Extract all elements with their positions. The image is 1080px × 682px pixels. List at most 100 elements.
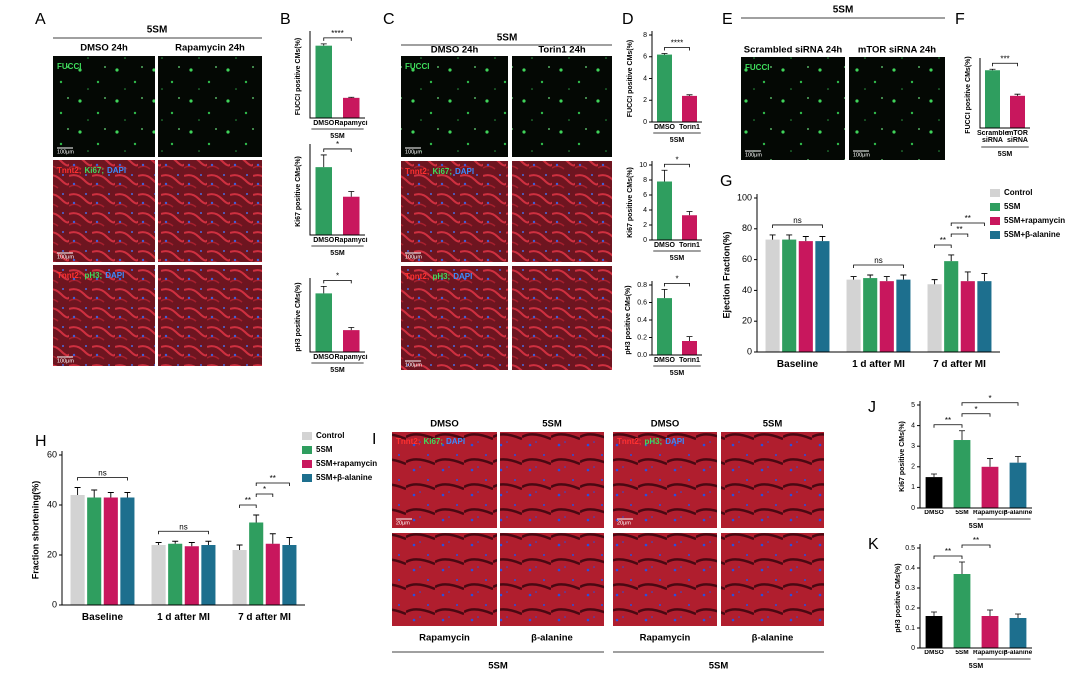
error-bar — [931, 279, 938, 285]
y-tick-label: 20 — [47, 549, 57, 559]
legend-swatch — [302, 474, 312, 482]
micrograph — [500, 432, 604, 528]
bar — [315, 45, 332, 118]
stain-name: pH3; — [644, 437, 662, 446]
category-label: 5SM — [955, 510, 969, 516]
error-bar — [802, 236, 809, 242]
scale-bar-label: 100μm — [405, 149, 422, 155]
scale-bar-label: 100μm — [57, 358, 74, 364]
error-bar — [661, 288, 668, 299]
bar — [265, 543, 280, 605]
significance-bracket — [961, 402, 1019, 406]
stain-label: Tnnt2; Ki67; DAPI — [57, 166, 126, 175]
scale-bar-label: 100μm — [853, 152, 870, 158]
bar — [953, 574, 971, 648]
bar — [925, 477, 943, 508]
group-label: 5SM — [670, 370, 685, 377]
stain-label: Tnnt2; Ki67; DAPI — [405, 167, 474, 176]
y-tick-label: 0.3 — [905, 585, 915, 592]
stain-name: DAPI — [105, 271, 124, 280]
bar — [343, 330, 360, 352]
column-footer: Rapamycin — [419, 633, 470, 644]
significance-label: * — [675, 274, 678, 283]
error-bar — [286, 537, 293, 545]
column-header: DMSO 24h — [431, 45, 479, 56]
significance-bracket — [323, 148, 352, 152]
stain-name: Tnnt2; — [405, 167, 429, 176]
column-header: mTOR siRNA 24h — [858, 45, 936, 56]
legend-label: 5SM — [316, 445, 333, 454]
error-bar — [348, 191, 355, 197]
bar — [232, 550, 247, 605]
error-bar — [320, 285, 327, 294]
y-axis-title: pH3 positive CMs(%) — [625, 285, 632, 354]
micrograph — [741, 57, 845, 160]
micrograph — [53, 56, 155, 157]
y-tick-label: 0.0 — [637, 352, 647, 359]
scale-bar-label: 20μm — [396, 520, 410, 526]
stain-name: FUCCI — [745, 63, 769, 72]
legend-swatch — [990, 203, 1000, 211]
legend-label: 5SM+β-alanine — [316, 473, 373, 482]
significance-bracket — [933, 555, 963, 559]
y-axis-title: FUCCI positive CMs(%) — [627, 40, 634, 117]
column-header: DMSO — [651, 419, 680, 430]
error-bar — [253, 514, 260, 523]
bar — [103, 497, 118, 605]
micrograph — [53, 160, 155, 262]
significance-label: * — [263, 485, 266, 494]
micrograph — [849, 57, 945, 160]
micrograph — [512, 56, 612, 157]
error-bar — [188, 542, 195, 547]
significance-bracket — [992, 62, 1018, 67]
y-tick-label: 0.1 — [905, 625, 915, 632]
bar — [960, 281, 975, 352]
bar — [977, 281, 992, 352]
y-tick-label: 0.2 — [637, 334, 647, 341]
legend-label: 5SM — [1004, 202, 1021, 211]
error-bar — [769, 234, 776, 240]
group-label: 5SM — [670, 137, 685, 144]
significance-bracket — [933, 424, 963, 428]
significance-label: ** — [270, 474, 276, 483]
y-axis-title: pH3 positive CMs(%) — [295, 282, 302, 351]
y-tick-label: 0 — [52, 599, 57, 609]
category-label: mTOR siRNA — [1006, 130, 1028, 145]
category-label-box: Scrambled siRNA — [977, 130, 1008, 144]
column-header: DMSO 24h — [80, 43, 128, 54]
significance-label: ** — [956, 225, 962, 234]
significance-label: ns — [793, 216, 801, 225]
micrograph — [613, 432, 717, 528]
stain-name: Tnnt2; — [405, 272, 429, 281]
legend-swatch — [302, 432, 312, 440]
panel-letter: H — [35, 433, 47, 450]
significance-bracket — [255, 482, 290, 486]
legend-swatch — [990, 189, 1000, 197]
significance-bracket — [77, 477, 128, 481]
error-bar — [320, 154, 327, 168]
y-tick-label: 5 — [911, 402, 915, 409]
bar — [70, 495, 85, 605]
category-label: DMSO — [313, 354, 335, 361]
y-tick-label: 0 — [643, 237, 647, 244]
significance-bracket — [772, 224, 823, 228]
panel-letter: G — [720, 173, 732, 190]
column-header: 5SM — [763, 419, 783, 430]
y-tick-label: 60 — [47, 449, 57, 459]
y-tick-label: 0 — [911, 645, 915, 652]
micrograph — [500, 533, 604, 626]
category-label: Rapamycin — [334, 354, 369, 361]
legend-swatch — [990, 231, 1000, 239]
group-label: 5SM — [969, 663, 984, 670]
y-tick-label: 0 — [911, 505, 915, 512]
bar — [184, 546, 199, 605]
significance-label: ns — [98, 469, 106, 478]
error-bar — [236, 544, 243, 550]
y-tick-label: 100 — [737, 192, 752, 202]
stain-label: Tnnt2; pH3; DAPI — [617, 437, 684, 446]
group-label: 5SM — [670, 255, 685, 262]
significance-label: * — [336, 271, 339, 280]
stain-name: DAPI — [453, 272, 472, 281]
significance-bracket — [950, 233, 969, 237]
